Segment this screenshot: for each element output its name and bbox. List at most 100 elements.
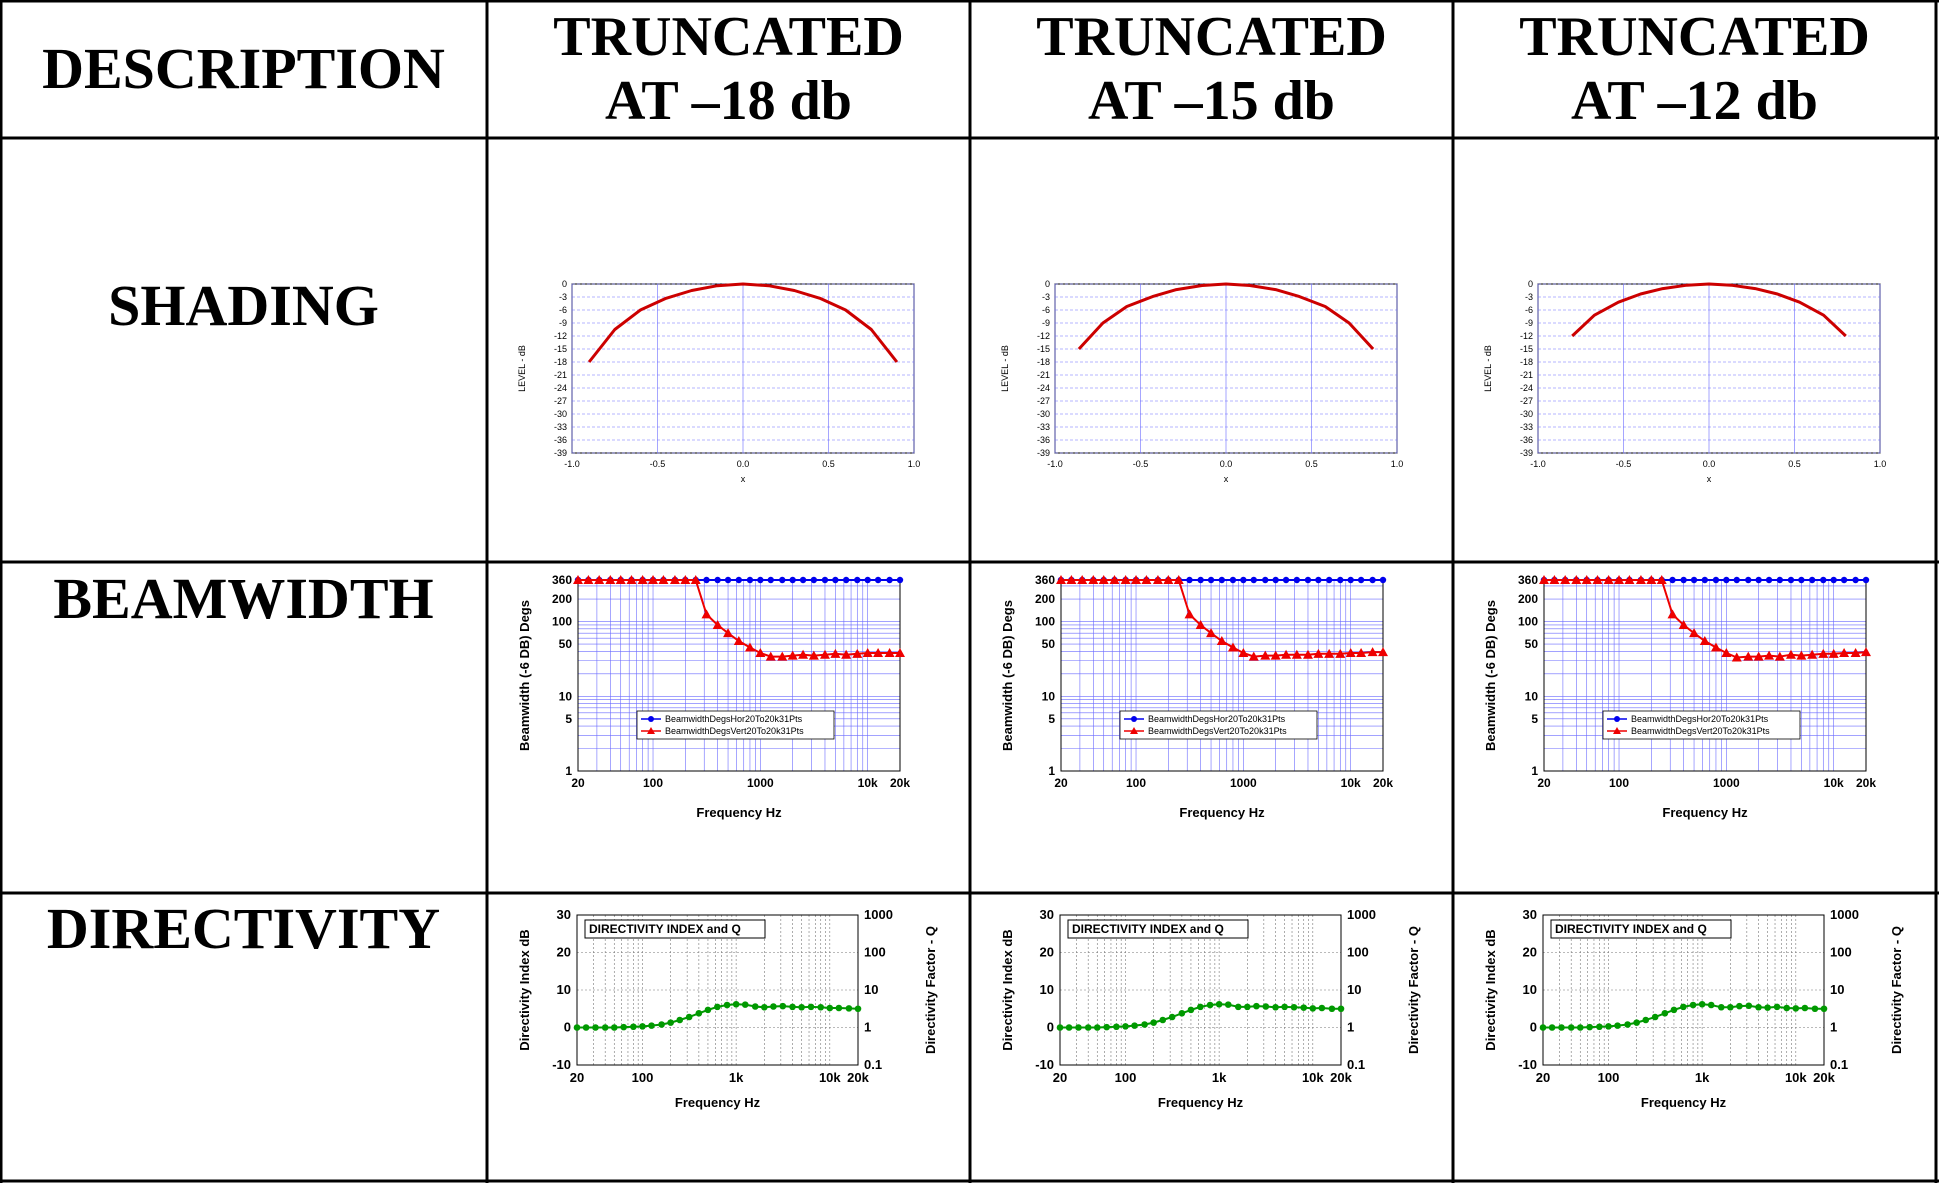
y-tick-label: -9: [1525, 318, 1533, 328]
shading-chart-minus12: 0 -3 -6 -9 -12 -15 -18 -21 -24 -27 -30 -33 -36 -39-1.…: [1483, 279, 1886, 484]
di-series-point: [751, 1003, 759, 1010]
hor-series-point: [1337, 576, 1344, 584]
vert-series-point: [873, 647, 884, 657]
di-series-point: [1801, 1004, 1809, 1012]
vert-series-point: [1656, 575, 1667, 584]
y-axis-label: LEVEL - dB: [1000, 345, 1010, 392]
di-series-point: [1558, 1024, 1565, 1031]
vert-series-point: [1227, 642, 1238, 652]
y-tick-label: -18: [1520, 357, 1533, 367]
y-tick-label: -27: [1037, 396, 1050, 406]
y-tick-label: -18: [1037, 357, 1050, 367]
di-series-point: [1159, 1016, 1167, 1024]
y-tick-label: 360: [1518, 573, 1538, 587]
y2-tick-label: 10: [864, 982, 878, 997]
vert-series-point: [1345, 647, 1356, 657]
di-series-point: [1651, 1013, 1659, 1021]
di-series-point: [1755, 1003, 1762, 1011]
hor-series-point: [799, 576, 807, 584]
y2-tick-label: 0.1: [1347, 1057, 1365, 1072]
x-tick-label: 10k: [1341, 776, 1361, 790]
di-series-point: [770, 1003, 777, 1010]
x-tick-label: 1k: [729, 1070, 744, 1085]
y2-tick-label: 1: [1830, 1020, 1837, 1035]
x-axis-label: Frequency Hz: [675, 1095, 761, 1110]
vert-series-point: [1764, 650, 1775, 660]
y-tick-label: 50: [559, 637, 573, 651]
di-series-point: [1084, 1024, 1092, 1031]
hor-series-point: [757, 576, 764, 584]
y-tick-label: 20: [1523, 945, 1537, 960]
x-axis-label: x: [741, 474, 746, 484]
y-axis-label: Beamwidth (-6 DB) Degs: [1483, 600, 1498, 751]
y-axis-label: Directivity Index dB: [517, 929, 532, 1050]
vert-series-point: [1378, 647, 1388, 657]
y2-axis-label: Directivity Factor - Q: [923, 926, 938, 1054]
chart-title: DIRECTIVITY INDEX and Q: [589, 922, 741, 936]
hor-series-point: [1325, 576, 1333, 584]
vert-series-point: [1635, 575, 1646, 584]
vert-series-point: [744, 642, 755, 652]
title-box: [1550, 919, 1732, 939]
title-box: [1067, 919, 1249, 939]
beamwidth-chart-minus15: 360 200 100 50 10 5 120 100 1000 10k 20k Frequency …: [1000, 573, 1393, 820]
x-tick-label: 20: [1537, 776, 1551, 790]
y2-tick-label: 0.1: [1830, 1057, 1848, 1072]
hor-series-point: [1765, 576, 1773, 584]
di-series-point: [798, 1003, 805, 1011]
vert-series-point: [1710, 642, 1721, 652]
legend-vert-label: BeamwidthDegsVert20To20k31Pts: [1148, 726, 1287, 736]
y-tick-label: -30: [1520, 409, 1533, 419]
hor-series-point: [1776, 576, 1784, 584]
di-series-point: [835, 1004, 843, 1012]
x-tick-label: 0.0: [1703, 459, 1716, 469]
shading-curve: [1571, 282, 1847, 338]
x-axis-label: Frequency Hz: [1641, 1095, 1727, 1110]
di-series-point: [1783, 1004, 1791, 1012]
y-tick-label: 360: [552, 573, 572, 587]
di-series-point: [1122, 1023, 1129, 1030]
x-tick-label: 1.0: [1391, 459, 1404, 469]
y-tick-label: 20: [557, 945, 571, 960]
y-tick-label: -15: [1037, 344, 1050, 354]
vert-series-point: [723, 628, 734, 638]
di-series-point: [1811, 1005, 1819, 1013]
y-tick-label: -33: [1037, 422, 1050, 432]
vert-series-point: [1163, 575, 1174, 584]
x-tick-label: 20k: [847, 1070, 869, 1085]
vert-series-point: [1077, 575, 1088, 584]
y2-axis-label: Directivity Factor - Q: [1889, 926, 1904, 1054]
vert-series-point: [583, 575, 594, 584]
vert-series-point: [1088, 575, 1099, 584]
x-axis-label: Frequency Hz: [1662, 805, 1748, 820]
y-tick-label: -15: [554, 344, 567, 354]
vert-series-point: [1109, 575, 1120, 584]
di-series-point: [1736, 1002, 1743, 1010]
y-tick-label: -24: [1520, 383, 1533, 393]
hor-series-point: [1745, 576, 1752, 584]
x-axis-label: Frequency Hz: [696, 805, 782, 820]
y-tick-label: 10: [559, 689, 573, 703]
di-series-point: [648, 1022, 655, 1029]
vert-series-point: [733, 635, 744, 645]
x-tick-label: -1.0: [564, 459, 580, 469]
y2-axis-label: Directivity Factor - Q: [1406, 926, 1421, 1054]
y-tick-label: -6: [1042, 305, 1050, 315]
y-tick-label: -39: [1520, 448, 1533, 458]
plot-frame: [1543, 579, 1867, 772]
vert-series-line: [1544, 579, 1867, 659]
x-tick-label: 1000: [747, 776, 774, 790]
hor-series-point: [1315, 576, 1322, 584]
di-series-point: [1244, 1003, 1251, 1011]
di-series-point: [1596, 1023, 1603, 1031]
x-tick-label: 100: [1598, 1070, 1620, 1085]
di-series-point: [1745, 1002, 1753, 1010]
hor-series-point: [842, 576, 850, 584]
di-series-point: [1168, 1013, 1176, 1021]
x-axis-label: Frequency Hz: [1179, 805, 1265, 820]
y-tick-label: -3: [1042, 292, 1050, 302]
vert-series-line: [578, 579, 900, 658]
y-tick-label: -36: [1037, 435, 1050, 445]
di-series-point: [1141, 1021, 1148, 1028]
